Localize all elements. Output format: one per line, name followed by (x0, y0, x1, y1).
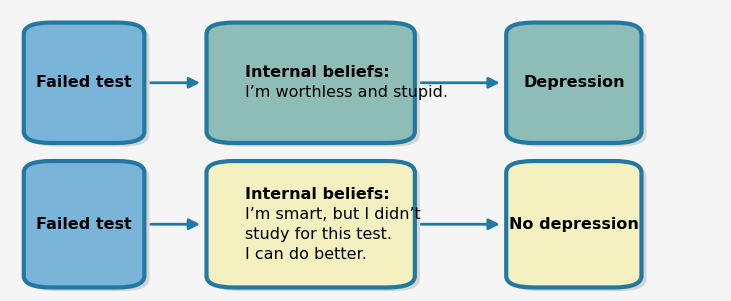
FancyBboxPatch shape (206, 23, 414, 143)
FancyBboxPatch shape (29, 26, 150, 147)
Text: Depression: Depression (523, 75, 625, 90)
Text: I can do better.: I can do better. (245, 247, 367, 262)
FancyBboxPatch shape (206, 161, 414, 287)
Text: I’m worthless and stupid.: I’m worthless and stupid. (245, 85, 448, 100)
FancyBboxPatch shape (506, 23, 642, 143)
Text: Failed test: Failed test (37, 75, 132, 90)
FancyBboxPatch shape (212, 26, 420, 147)
Text: I’m smart, but I didn’t: I’m smart, but I didn’t (245, 207, 420, 222)
FancyBboxPatch shape (512, 26, 647, 147)
FancyBboxPatch shape (23, 161, 145, 287)
FancyBboxPatch shape (29, 165, 150, 291)
Text: Internal beliefs:: Internal beliefs: (245, 65, 390, 80)
FancyBboxPatch shape (212, 165, 420, 291)
Text: study for this test.: study for this test. (245, 227, 392, 242)
FancyBboxPatch shape (506, 161, 642, 287)
Text: Internal beliefs:: Internal beliefs: (245, 187, 390, 202)
Text: Failed test: Failed test (37, 217, 132, 232)
FancyBboxPatch shape (512, 165, 647, 291)
FancyBboxPatch shape (23, 23, 145, 143)
Text: No depression: No depression (509, 217, 639, 232)
